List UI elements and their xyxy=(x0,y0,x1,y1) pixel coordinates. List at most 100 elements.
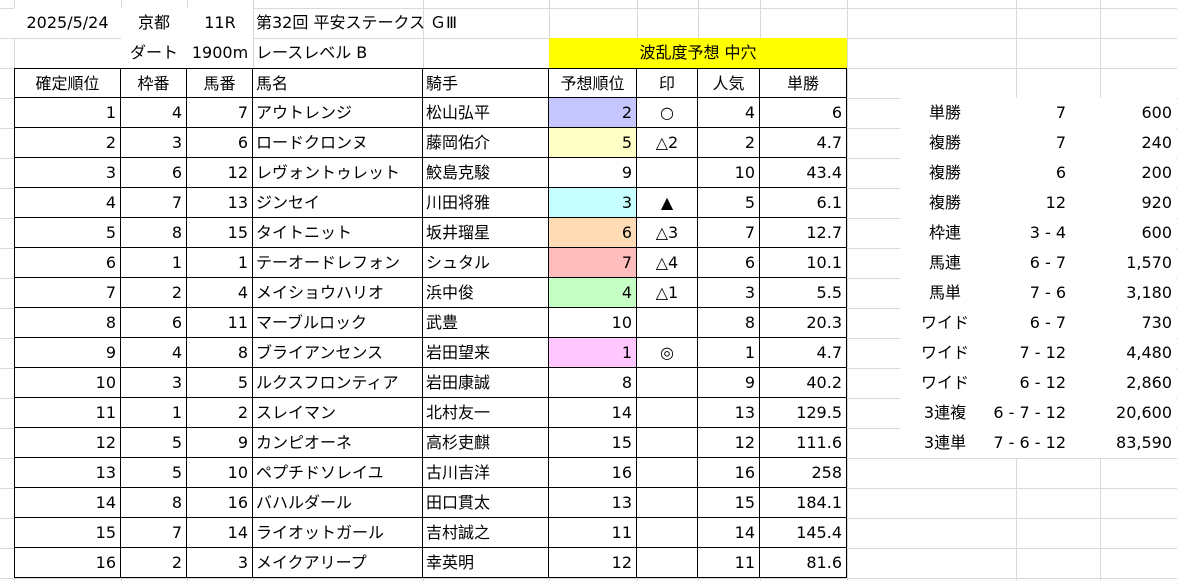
predicted-rank-cell[interactable]: 10 xyxy=(549,308,637,338)
payout-amount-cell[interactable]: 730 xyxy=(1070,308,1176,338)
win-odds-cell[interactable]: 10.1 xyxy=(760,248,847,278)
race-surface[interactable]: ダート xyxy=(121,38,187,68)
finish-cell[interactable]: 16 xyxy=(14,548,121,578)
payout-type-cell[interactable]: ワイド xyxy=(900,368,990,398)
popularity-cell[interactable]: 4 xyxy=(698,98,760,128)
horse-name-cell[interactable]: ルクスフロンティア xyxy=(253,368,423,398)
mark-cell[interactable] xyxy=(637,308,698,338)
finish-cell[interactable]: 1 xyxy=(14,98,121,128)
horse-name-cell[interactable]: レヴォントゥレット xyxy=(253,158,423,188)
umaban-cell[interactable]: 3 xyxy=(187,548,253,578)
finish-cell[interactable]: 7 xyxy=(14,278,121,308)
win-odds-cell[interactable]: 111.6 xyxy=(760,428,847,458)
finish-cell[interactable]: 9 xyxy=(14,338,121,368)
waku-cell[interactable]: 1 xyxy=(121,398,187,428)
waku-cell[interactable]: 3 xyxy=(121,368,187,398)
predicted-rank-cell[interactable]: 11 xyxy=(549,518,637,548)
jockey-cell[interactable]: 武豊 xyxy=(423,308,549,338)
win-odds-cell[interactable]: 4.7 xyxy=(760,338,847,368)
payout-amount-cell[interactable]: 240 xyxy=(1070,128,1176,158)
umaban-cell[interactable]: 15 xyxy=(187,218,253,248)
payout-amount-cell[interactable]: 83,590 xyxy=(1070,428,1176,458)
upset-forecast[interactable]: 波乱度予想 中穴 xyxy=(549,38,847,68)
column-header-pop[interactable]: 人気 xyxy=(698,68,760,98)
column-header-horse[interactable]: 馬名 xyxy=(253,68,423,98)
horse-name-cell[interactable]: メイショウハリオ xyxy=(253,278,423,308)
mark-cell[interactable]: ▲ xyxy=(637,188,698,218)
finish-cell[interactable]: 11 xyxy=(14,398,121,428)
predicted-rank-cell[interactable]: 7 xyxy=(549,248,637,278)
column-header-waku[interactable]: 枠番 xyxy=(121,68,187,98)
mark-cell[interactable]: ○ xyxy=(637,98,698,128)
payout-type-cell[interactable]: ワイド xyxy=(900,308,990,338)
popularity-cell[interactable]: 14 xyxy=(698,518,760,548)
popularity-cell[interactable]: 9 xyxy=(698,368,760,398)
popularity-cell[interactable]: 2 xyxy=(698,128,760,158)
waku-cell[interactable]: 7 xyxy=(121,518,187,548)
predicted-rank-cell[interactable]: 16 xyxy=(549,458,637,488)
umaban-cell[interactable]: 6 xyxy=(187,128,253,158)
mark-cell[interactable] xyxy=(637,548,698,578)
payout-combo-cell[interactable]: 7 xyxy=(990,98,1070,128)
mark-cell[interactable]: △1 xyxy=(637,278,698,308)
jockey-cell[interactable]: シュタル xyxy=(423,248,549,278)
race-number[interactable]: 11R xyxy=(187,8,253,38)
waku-cell[interactable]: 6 xyxy=(121,158,187,188)
payout-type-cell[interactable]: 枠連 xyxy=(900,218,990,248)
jockey-cell[interactable]: 北村友一 xyxy=(423,398,549,428)
payout-combo-cell[interactable]: 7 - 6 xyxy=(990,278,1070,308)
payout-amount-cell[interactable]: 1,570 xyxy=(1070,248,1176,278)
finish-cell[interactable]: 3 xyxy=(14,158,121,188)
umaban-cell[interactable]: 16 xyxy=(187,488,253,518)
race-distance[interactable]: 1900m xyxy=(187,38,253,68)
win-odds-cell[interactable]: 258 xyxy=(760,458,847,488)
popularity-cell[interactable]: 11 xyxy=(698,548,760,578)
jockey-cell[interactable]: 吉村誠之 xyxy=(423,518,549,548)
finish-cell[interactable]: 14 xyxy=(14,488,121,518)
win-odds-cell[interactable]: 5.5 xyxy=(760,278,847,308)
payout-type-cell[interactable]: 馬連 xyxy=(900,248,990,278)
payout-type-cell[interactable]: 複勝 xyxy=(900,188,990,218)
horse-name-cell[interactable]: カンピオーネ xyxy=(253,428,423,458)
mark-cell[interactable]: △4 xyxy=(637,248,698,278)
payout-amount-cell[interactable]: 600 xyxy=(1070,98,1176,128)
win-odds-cell[interactable]: 43.4 xyxy=(760,158,847,188)
payout-combo-cell[interactable]: 12 xyxy=(990,188,1070,218)
win-odds-cell[interactable]: 40.2 xyxy=(760,368,847,398)
payout-type-cell[interactable]: 複勝 xyxy=(900,158,990,188)
waku-cell[interactable]: 5 xyxy=(121,458,187,488)
win-odds-cell[interactable]: 145.4 xyxy=(760,518,847,548)
payout-combo-cell[interactable]: 6 - 12 xyxy=(990,368,1070,398)
umaban-cell[interactable]: 1 xyxy=(187,248,253,278)
mark-cell[interactable]: △3 xyxy=(637,218,698,248)
payout-amount-cell[interactable]: 3,180 xyxy=(1070,278,1176,308)
predicted-rank-cell[interactable]: 13 xyxy=(549,488,637,518)
column-header-pred[interactable]: 予想順位 xyxy=(549,68,637,98)
predicted-rank-cell[interactable]: 1 xyxy=(549,338,637,368)
horse-name-cell[interactable]: ジンセイ xyxy=(253,188,423,218)
column-header-jockey[interactable]: 騎手 xyxy=(423,68,549,98)
horse-name-cell[interactable]: ペプチドソレイユ xyxy=(253,458,423,488)
predicted-rank-cell[interactable]: 5 xyxy=(549,128,637,158)
jockey-cell[interactable]: 岩田望来 xyxy=(423,338,549,368)
race-venue[interactable]: 京都 xyxy=(121,8,187,38)
payout-type-cell[interactable]: ワイド xyxy=(900,338,990,368)
predicted-rank-cell[interactable]: 14 xyxy=(549,398,637,428)
popularity-cell[interactable]: 8 xyxy=(698,308,760,338)
payout-combo-cell[interactable]: 7 - 12 xyxy=(990,338,1070,368)
umaban-cell[interactable]: 9 xyxy=(187,428,253,458)
finish-cell[interactable]: 13 xyxy=(14,458,121,488)
umaban-cell[interactable]: 12 xyxy=(187,158,253,188)
popularity-cell[interactable]: 7 xyxy=(698,218,760,248)
column-header-odds[interactable]: 単勝 xyxy=(760,68,847,98)
waku-cell[interactable]: 8 xyxy=(121,488,187,518)
popularity-cell[interactable]: 1 xyxy=(698,338,760,368)
column-header-umaban[interactable]: 馬番 xyxy=(187,68,253,98)
popularity-cell[interactable]: 10 xyxy=(698,158,760,188)
win-odds-cell[interactable]: 81.6 xyxy=(760,548,847,578)
predicted-rank-cell[interactable]: 8 xyxy=(549,368,637,398)
payout-type-cell[interactable]: 複勝 xyxy=(900,128,990,158)
predicted-rank-cell[interactable]: 4 xyxy=(549,278,637,308)
waku-cell[interactable]: 7 xyxy=(121,188,187,218)
popularity-cell[interactable]: 16 xyxy=(698,458,760,488)
